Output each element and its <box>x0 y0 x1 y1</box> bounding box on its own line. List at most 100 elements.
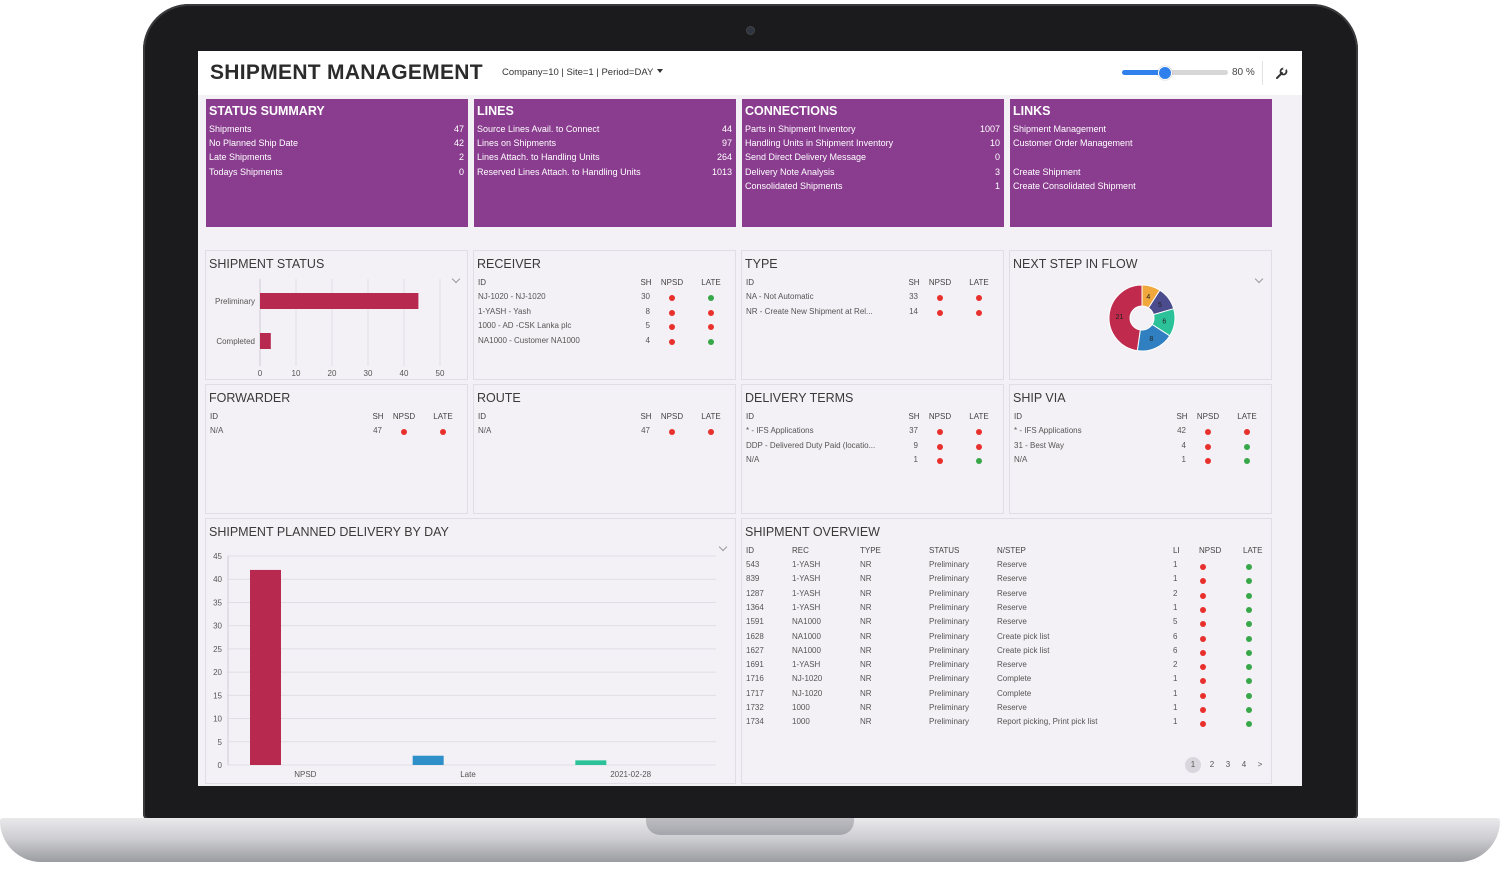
tile-link[interactable]: Customer Order Management <box>1013 138 1268 152</box>
col-id-header: ID <box>1014 412 1022 421</box>
col-late-header: LATE <box>433 412 453 421</box>
col-id-header: ID <box>210 412 218 421</box>
shipment-overview-panel: SHIPMENT OVERVIEW ID REC TYPE STATUS N/STEP L… <box>741 518 1272 784</box>
next-page-button[interactable]: > <box>1257 760 1263 769</box>
overview-li-cell: 1 <box>1173 574 1178 584</box>
connections-tile: CONNECTIONS Parts in Shipment Inventory 10… <box>742 99 1004 227</box>
overview-type-cell: NR <box>860 717 872 727</box>
row-id: N/A <box>746 455 760 464</box>
tile-row: Delivery Note Analysis 3 <box>745 167 1000 181</box>
late-status-dot <box>1246 635 1252 642</box>
context-selector[interactable]: Company=10 | Site=1 | Period=DAY <box>502 67 664 78</box>
overview-li-cell: 1 <box>1173 703 1178 712</box>
col-npsd-header: NPSD <box>928 278 952 287</box>
col-id-header: ID <box>478 412 486 421</box>
overview-li-cell: 1 <box>1173 717 1178 727</box>
row-sh: 37 <box>909 426 918 435</box>
planned-delivery-title: SHIPMENT PLANNED DELIVERY BY DAY <box>209 525 449 539</box>
npsd-status-dot <box>1205 443 1211 450</box>
status-bar <box>260 293 419 309</box>
tile-link[interactable]: Create Consolidated Shipment <box>1013 181 1268 195</box>
npsd-status-dot <box>1200 664 1206 671</box>
x-tick-label: 10 <box>292 369 301 378</box>
tile-row-label: Delivery Note Analysis <box>745 166 835 177</box>
late-status-dot <box>976 309 982 316</box>
x-category-label: 2021-02-28 <box>610 770 651 779</box>
tile-link <box>1013 152 1268 166</box>
connections-title: CONNECTIONS <box>745 104 838 118</box>
late-status-dot <box>708 338 714 345</box>
row-sh: 9 <box>913 440 918 450</box>
col-npsd-header: NPSD <box>1199 546 1222 555</box>
delivery-bar <box>412 755 444 765</box>
y-tick-label: 40 <box>213 575 222 584</box>
overview-id-cell: 1691 <box>746 660 764 670</box>
col-npsd-header: NPSD <box>660 278 684 287</box>
zoom-slider[interactable] <box>1122 66 1228 80</box>
col-status-header: STATUS <box>929 546 960 555</box>
overview-rec-cell: NA1000 <box>792 617 821 627</box>
overview-id-cell: 1287 <box>746 588 764 598</box>
col-rec-header: REC <box>792 546 809 555</box>
overview-rec-cell: 1-YASH <box>792 602 821 612</box>
overview-status-cell: Preliminary <box>929 703 970 712</box>
forwarder-panel: FORWARDER ID SH NPSD LATE N/A 47 <box>205 384 468 514</box>
npsd-status-dot <box>1205 429 1211 435</box>
page-button[interactable]: 3 <box>1225 760 1231 769</box>
overview-id-cell: 1732 <box>746 703 764 712</box>
page-button[interactable]: 4 <box>1241 760 1247 769</box>
slice-label: 5 <box>1158 302 1162 309</box>
tile-row-value: 0 <box>458 166 464 177</box>
row-sh: 5 <box>645 321 650 330</box>
lines-tile: LINES Source Lines Avail. to Connect 44 Lin… <box>474 99 736 227</box>
settings-button[interactable] <box>1262 61 1299 85</box>
lines-title: LINES <box>477 104 514 118</box>
y-tick-label: 5 <box>218 738 223 747</box>
status-bar <box>260 333 271 349</box>
row-id: DDP - Delivered Duty Paid (locatio... <box>746 440 876 450</box>
overview-rec-cell: NA1000 <box>792 645 821 655</box>
row-sh: 47 <box>373 426 382 435</box>
row-sh: 4 <box>645 335 650 345</box>
overview-li-cell: 2 <box>1173 588 1178 598</box>
zoom-slider-handle[interactable] <box>1158 66 1173 80</box>
delivery-terms-title: DELIVERY TERMS <box>745 391 854 405</box>
overview-id-cell: 543 <box>746 560 760 569</box>
category-label: Preliminary <box>215 297 255 306</box>
col-id-header: ID <box>746 546 754 555</box>
overview-type-cell: NR <box>860 674 872 684</box>
page-button[interactable]: 1 <box>1185 757 1201 773</box>
next-step-panel: NEXT STEP IN FLOW 4 5 6 8 21 <box>1009 250 1272 380</box>
tile-row-value: 2 <box>458 152 464 163</box>
slice-label: 6 <box>1162 319 1166 326</box>
tile-row-label: Consolidated Shipments <box>745 180 843 191</box>
overview-type-cell: NR <box>860 602 872 612</box>
tile-row-value: 47 <box>453 124 464 134</box>
overview-status-cell: Preliminary <box>929 717 970 727</box>
row-id: * - IFS Applications <box>746 426 814 435</box>
page-button[interactable]: 2 <box>1209 760 1215 769</box>
next-step-donut-chart: 4 5 6 8 21 <box>1108 284 1176 352</box>
overview-step-cell: Reserve <box>997 660 1027 670</box>
tile-row-label: Shipment Management <box>1013 124 1107 134</box>
row-sh: 47 <box>641 426 650 435</box>
x-category-label: NPSD <box>294 770 316 779</box>
late-status-dot <box>708 429 714 435</box>
tile-row-label: Handling Units in Shipment Inventory <box>745 138 894 149</box>
overview-status-cell: Preliminary <box>929 674 970 684</box>
overview-rec-cell: NJ-1020 <box>792 688 823 698</box>
col-late-header: LATE <box>969 412 989 421</box>
col-late-header: LATE <box>701 412 721 421</box>
overview-status-cell: Preliminary <box>929 574 970 584</box>
row-id: N/A <box>210 426 224 435</box>
tile-row-value: 3 <box>994 166 1000 177</box>
row-sh: 42 <box>1177 426 1186 435</box>
tile-row-value: 1013 <box>711 166 732 177</box>
late-status-dot <box>976 429 982 435</box>
tile-link[interactable]: Create Shipment <box>1013 167 1268 181</box>
late-status-dot <box>1246 664 1252 671</box>
overview-li-cell: 6 <box>1173 631 1178 641</box>
npsd-status-dot <box>401 429 407 435</box>
row-id: 31 - Best Way <box>1014 440 1064 450</box>
tile-link[interactable]: Shipment Management <box>1013 124 1268 138</box>
